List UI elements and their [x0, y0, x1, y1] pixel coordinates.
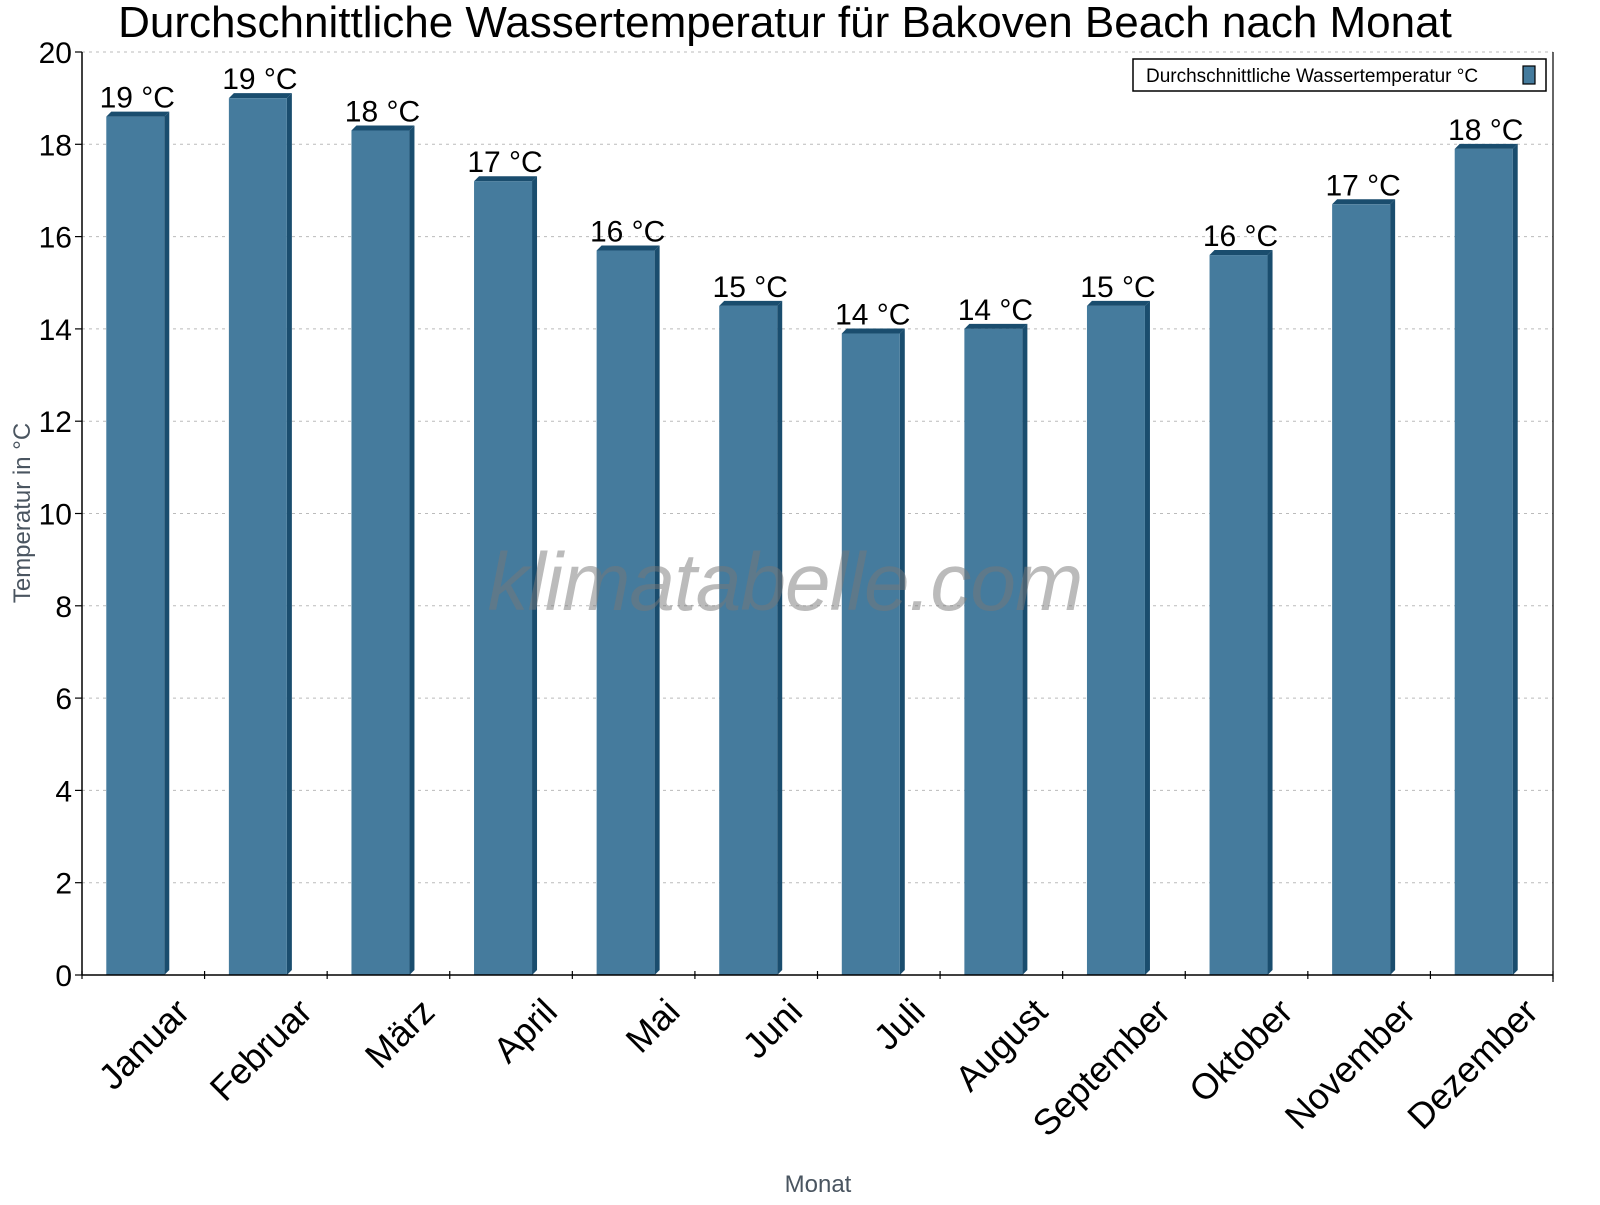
chart-title: Durchschnittliche Wassertemperatur für B… [118, 0, 1452, 47]
bar-value-label: 15 °C [1080, 271, 1155, 304]
bar-side [286, 93, 292, 975]
bar-value-label: 19 °C [100, 82, 175, 115]
y-tick-label: 20 [39, 37, 72, 70]
y-tick-label: 0 [55, 960, 72, 993]
bar-front [841, 333, 900, 975]
bar-side [1267, 250, 1273, 975]
bar-front [228, 98, 287, 975]
bar-top [474, 176, 538, 182]
bar-top [1332, 199, 1396, 205]
bar-value-label: 15 °C [713, 271, 788, 304]
grid-lines [82, 51, 1553, 884]
bar-top [596, 245, 660, 251]
x-tick-label: Juli [866, 991, 933, 1058]
bar-top [719, 300, 783, 306]
x-tick-label: Januar [90, 991, 197, 1098]
bar-top [1086, 300, 1150, 306]
y-axis: 0 2 4 6 8 10 12 14 16 18 20 [39, 37, 1554, 993]
y-tick-label: 12 [39, 406, 72, 439]
bar-front [1209, 255, 1268, 975]
y-tick-label: 4 [55, 775, 72, 808]
bar-side [1512, 143, 1518, 976]
bar-februar: 19 °C [222, 63, 298, 975]
bar-side [1144, 300, 1150, 975]
bar-juli: 14 °C [835, 299, 910, 975]
bar-august: 14 °C [958, 294, 1033, 975]
bar-september: 15 °C [1080, 271, 1156, 975]
bar-value-label: 17 °C [1325, 169, 1400, 202]
bar-top [841, 328, 905, 334]
bar-value-label: 17 °C [467, 146, 542, 179]
bar-value-label: 14 °C [958, 294, 1033, 327]
x-axis: Januar Februar März April Mai Juni Juli AugustS… [81, 971, 1554, 1144]
watermark: klimatabelle.com [488, 537, 1083, 628]
bar-front [1454, 148, 1513, 976]
x-tick-label: Dezember [1399, 991, 1545, 1137]
bars: 19 °C 19 °C 18 °C 17 °C 16 °C 15 °C 14 °C 14 °C… [100, 63, 1523, 976]
bar-side [532, 176, 538, 976]
bar-front [719, 305, 778, 975]
bar-front [1086, 305, 1145, 975]
bar-side [777, 300, 783, 975]
y-tick-label: 10 [39, 499, 72, 532]
bar-value-label: 16 °C [1203, 220, 1278, 253]
bar-top [964, 323, 1028, 329]
legend: Durchschnittliche Wassertemperatur °C [1132, 58, 1547, 92]
bar-juni: 15 °C [713, 271, 788, 975]
bar-top [351, 125, 415, 131]
bar-value-label: 18 °C [1448, 114, 1523, 147]
x-tick-label: April [485, 991, 565, 1071]
y-tick-label: 2 [55, 868, 72, 901]
legend-box [1132, 58, 1547, 92]
y-axis-label: Temperatur in °C [9, 423, 36, 603]
bar-top [1209, 250, 1273, 256]
bar-april: 17 °C [467, 146, 543, 976]
bar-november: 17 °C [1325, 169, 1401, 976]
bar-oktober: 16 °C [1203, 220, 1278, 975]
bar-dezember: 18 °C [1448, 114, 1523, 976]
y-tick-label: 16 [39, 222, 72, 255]
bar-front [106, 116, 165, 976]
bar-front [596, 250, 655, 975]
x-tick-label: März [357, 991, 443, 1077]
bar-front [1332, 204, 1391, 976]
bar-side [1390, 199, 1396, 976]
x-tick-label: Mai [618, 991, 688, 1061]
bar-top [106, 111, 170, 117]
bar-value-label: 19 °C [222, 63, 297, 96]
legend-swatch [1522, 65, 1536, 85]
bar-side [899, 328, 905, 975]
bar-januar: 19 °C [100, 82, 175, 976]
x-tick-label: Oktober [1181, 991, 1301, 1111]
x-axis-label: Monat [785, 1171, 852, 1198]
bar-märz: 18 °C [345, 95, 420, 975]
bar-value-label: 18 °C [345, 95, 420, 128]
bar-side [654, 245, 660, 975]
y-tick-label: 6 [55, 683, 72, 716]
bar-side [164, 111, 170, 976]
x-tick-label: August [947, 991, 1055, 1099]
bar-side [1022, 323, 1028, 975]
y-tick-label: 8 [55, 591, 72, 624]
bar-front [351, 130, 410, 975]
legend-label: Durchschnittliche Wassertemperatur °C [1146, 66, 1478, 87]
bar-top [1454, 143, 1518, 149]
bar-mai: 16 °C [590, 215, 665, 975]
bar-front [474, 181, 533, 976]
bar-value-label: 14 °C [835, 299, 910, 332]
y-tick-label: 18 [39, 129, 72, 162]
x-tick-label: November [1277, 991, 1423, 1137]
y-tick-label: 14 [39, 314, 72, 347]
bar-front [964, 328, 1023, 975]
bar-side [409, 125, 415, 975]
bar-value-label: 16 °C [590, 215, 665, 248]
x-tick-label: Februar [202, 991, 320, 1109]
x-tick-label: Juni [734, 991, 810, 1067]
bar-top [228, 93, 292, 99]
